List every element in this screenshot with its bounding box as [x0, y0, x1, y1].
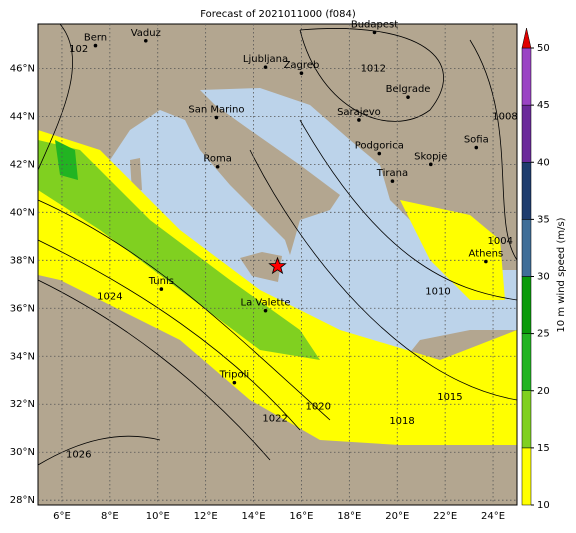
- city-marker: [143, 38, 148, 43]
- colorbar-tick-label: 30: [537, 272, 550, 283]
- isobar-label: 1012: [361, 63, 386, 74]
- city-label: Skopje: [414, 151, 447, 162]
- city-marker: [390, 179, 395, 183]
- isobar-label: 1018: [389, 416, 414, 427]
- city-marker: [232, 380, 237, 385]
- x-tick-label: 22°E: [433, 511, 457, 522]
- colorbar-tick-label: 45: [537, 100, 550, 111]
- y-tick-label: 30°N: [10, 447, 35, 458]
- location-star: [268, 256, 287, 275]
- x-tick-label: 18°E: [337, 511, 361, 522]
- y-tick-label: 34°N: [10, 351, 35, 362]
- colorbar-segment: [521, 447, 532, 506]
- isobar-label: 1015: [437, 392, 462, 403]
- colorbar-tick-label: 15: [537, 443, 550, 454]
- city-label: Budapest: [351, 19, 398, 30]
- x-tick-label: 12°E: [194, 511, 218, 522]
- colorbar-tick-label: 50: [537, 43, 550, 54]
- isobar-label: 1022: [262, 414, 287, 425]
- city-label: Tripoli: [219, 370, 250, 381]
- colorbar-segment: [521, 47, 532, 106]
- isobar-label: 1010: [425, 286, 450, 297]
- city-marker: [428, 162, 433, 167]
- y-tick-label: 38°N: [10, 255, 35, 266]
- y-tick-label: 42°N: [10, 159, 35, 170]
- city-marker: [484, 259, 488, 264]
- city-label: La Valette: [241, 298, 291, 309]
- city-marker: [474, 145, 479, 150]
- city-label: Tirana: [376, 168, 408, 179]
- city-marker: [159, 287, 164, 291]
- y-tick-label: 36°N: [10, 303, 35, 314]
- x-tick-label: 20°E: [385, 511, 409, 522]
- city-marker: [263, 308, 268, 313]
- city-marker: [215, 164, 220, 169]
- city-label: Ljubljana: [243, 54, 288, 65]
- city-marker: [357, 118, 361, 122]
- y-tick-label: 32°N: [10, 399, 35, 410]
- colorbar-label: 10 m wind speed (m/s): [556, 217, 567, 332]
- x-tick-label: 24°E: [481, 511, 505, 522]
- city-label: San Marino: [188, 105, 244, 116]
- colorbar-tick-label: 20: [537, 386, 550, 397]
- city-label: Bern: [84, 33, 107, 44]
- x-tick-label: 10°E: [146, 511, 170, 522]
- x-tick-label: 8°E: [101, 511, 119, 522]
- colorbar-tick-label: 40: [537, 157, 550, 168]
- city-label: Athens: [469, 249, 504, 260]
- y-tick-label: 28°N: [10, 495, 35, 506]
- title: Forecast of 2021011000 (f084): [200, 9, 356, 20]
- city-marker: [377, 151, 382, 156]
- isobar-label: 1008: [492, 111, 517, 122]
- map-frame: [37, 23, 518, 506]
- isobar-label: 1004: [488, 236, 513, 247]
- isobar-label: 1020: [305, 402, 330, 413]
- colorbar-tick-label: 35: [537, 214, 550, 225]
- city-label: Sofia: [464, 135, 489, 146]
- city-label: Zagreb: [284, 60, 320, 71]
- x-tick-label: 16°E: [289, 511, 313, 522]
- colorbar-segment: [521, 104, 532, 163]
- colorbar-segment: [521, 390, 532, 449]
- city-marker: [299, 71, 304, 75]
- y-tick-label: 44°N: [10, 111, 35, 122]
- colorbar-segment: [521, 162, 532, 220]
- city-marker: [263, 65, 268, 69]
- city-marker: [406, 95, 410, 99]
- city-label: Roma: [203, 154, 232, 165]
- colorbar-segment: [521, 276, 532, 334]
- city-marker: [372, 30, 377, 35]
- isobar-label: 1026: [66, 450, 91, 461]
- city-label: Podgorica: [355, 141, 404, 152]
- y-tick-label: 40°N: [10, 207, 35, 218]
- city-marker: [214, 115, 219, 120]
- colorbar-segment: [521, 219, 532, 277]
- x-tick-label: 6°E: [53, 511, 71, 522]
- isobar-label: 1024: [97, 291, 122, 302]
- y-tick-label: 46°N: [10, 63, 35, 74]
- colorbar-tick-label: 10: [537, 500, 550, 511]
- city-marker: [93, 43, 98, 48]
- x-tick-label: 14°E: [242, 511, 266, 522]
- city-label: Vaduz: [131, 28, 161, 39]
- colorbar-segment: [521, 333, 532, 391]
- colorbar-extend: [521, 27, 532, 49]
- city-label: Sarajevo: [337, 107, 381, 118]
- city-label: Tunis: [148, 276, 174, 287]
- city-label: Belgrade: [386, 84, 431, 95]
- isobar-label: 102: [69, 44, 88, 55]
- colorbar-tick-label: 25: [537, 329, 550, 340]
